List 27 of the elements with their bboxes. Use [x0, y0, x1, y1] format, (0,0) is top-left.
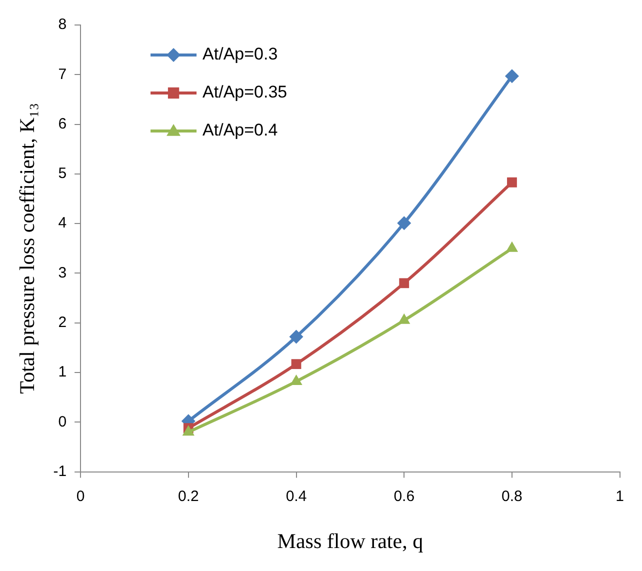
x-axis-title: Mass flow rate, q — [277, 528, 424, 553]
y-tick-label: 4 — [58, 214, 67, 232]
y-tick-label: -1 — [53, 462, 67, 480]
x-tick-label: 0.8 — [502, 488, 522, 505]
x-tick-label: 0.6 — [394, 488, 415, 505]
point — [399, 278, 410, 288]
y-tick-label: 0 — [58, 413, 67, 430]
point — [397, 216, 412, 230]
y-tick-label: 8 — [58, 16, 67, 34]
point — [507, 177, 517, 188]
x-tick-label: 0 — [76, 488, 85, 505]
y-axis-title: Total pressure loss coefficient, K₁₃ — [15, 102, 40, 394]
point — [289, 330, 304, 344]
legend-label: At/Ap=0.4 — [202, 120, 278, 140]
point — [291, 359, 302, 370]
x-tick-label: 1 — [616, 488, 624, 505]
y-tick-label: 5 — [58, 165, 67, 182]
legend-label: At/Ap=0.3 — [202, 44, 278, 64]
point — [504, 69, 519, 84]
y-tick-label: 1 — [58, 364, 67, 381]
legend-label: At/Ap=0.35 — [202, 82, 288, 102]
y-tick-label: 7 — [58, 66, 67, 83]
y-tick-label: 6 — [58, 115, 67, 132]
y-tick-label: 2 — [58, 314, 67, 332]
x-tick-label: 0.2 — [178, 488, 199, 505]
y-tick-label: 3 — [58, 264, 67, 282]
x-tick-label: 0.4 — [286, 488, 307, 505]
